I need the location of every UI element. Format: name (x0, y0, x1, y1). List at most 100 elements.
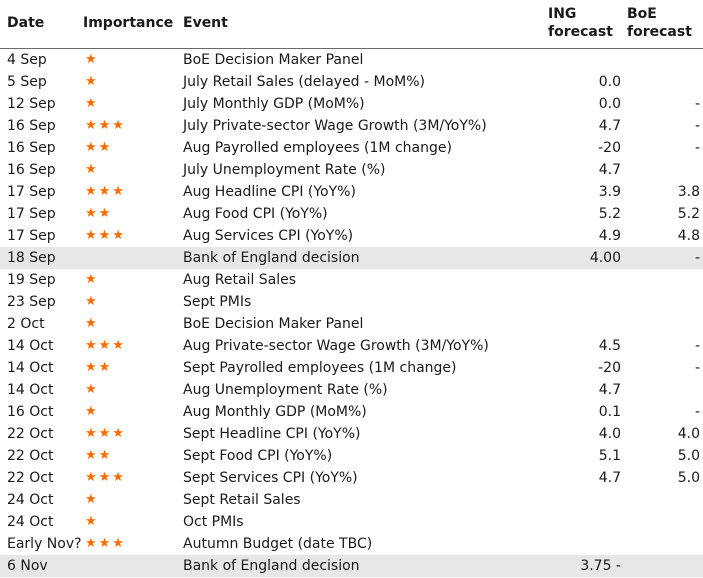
table-row: 17 Sep ★★ Aug Food CPI (YoY%) 5.2 5.2 (0, 203, 703, 225)
table-row: Early Nov? ★★★ Autumn Budget (date TBC) (0, 533, 703, 555)
row-date: 2 Oct (7, 316, 45, 332)
row-event: Sept Retail Sales (183, 492, 301, 508)
table-row: 4 Sep ★ BoE Decision Maker Panel (0, 49, 703, 71)
table-row: 16 Sep ★ July Unemployment Rate (%) 4.7 (0, 159, 703, 181)
importance-stars-icon: ★ (85, 74, 99, 89)
row-date: 22 Oct (7, 470, 54, 486)
row-event: Sept Payrolled employees (1M change) (183, 360, 457, 376)
row-ing-forecast: 5.2 (598, 206, 621, 222)
row-boe-forecast: 4.0 (677, 426, 700, 442)
row-date: 19 Sep (7, 272, 56, 288)
table-row: 19 Sep ★ Aug Retail Sales (0, 269, 703, 291)
row-ing-forecast: 4.0 (598, 426, 621, 442)
row-ing-forecast: 4.00 (589, 250, 621, 266)
row-event: Sept Services CPI (YoY%) (183, 470, 358, 486)
row-event: July Private-sector Wage Growth (3M/YoY%… (183, 118, 487, 134)
row-ing-forecast: 3.9 (598, 184, 621, 200)
row-ing-forecast: 0.1 (598, 404, 621, 420)
table-row: 16 Sep ★★★ July Private-sector Wage Growth… (0, 115, 703, 137)
table-row: 14 Oct ★ Aug Unemployment Rate (%) 4.7 (0, 379, 703, 401)
row-date: 24 Oct (7, 514, 54, 530)
row-date: 22 Oct (7, 426, 54, 442)
row-boe-forecast: 5.0 (677, 448, 700, 464)
header-boe-line1: BoE (627, 6, 657, 22)
importance-stars-icon: ★ (85, 382, 99, 397)
table-row: 24 Oct ★ Oct PMIs (0, 511, 703, 533)
row-ing-forecast: 5.1 (598, 448, 621, 464)
row-date: 23 Sep (7, 294, 56, 310)
importance-stars-icon: ★★★ (85, 426, 126, 441)
table-row: 17 Sep ★★★ Aug Headline CPI (YoY%) 3.9 3.8 (0, 181, 703, 203)
row-event: Aug Retail Sales (183, 272, 297, 288)
row-ing-forecast: 0.0 (598, 96, 621, 112)
row-boe-forecast: - (694, 250, 700, 266)
row-event: Sept Headline CPI (YoY%) (183, 426, 361, 442)
row-date: 16 Oct (7, 404, 54, 420)
row-boe-forecast: - (694, 404, 700, 420)
row-boe-forecast: 5.2 (677, 206, 700, 222)
table-row: 23 Sep ★ Sept PMIs (0, 291, 703, 313)
table-row: 17 Sep ★★★ Aug Services CPI (YoY%) 4.9 4.8 (0, 225, 703, 247)
table-row: 18 Sep Bank of England decision 4.00 - (0, 247, 703, 269)
header-boe-line2: forecast (627, 24, 692, 40)
importance-stars-icon: ★ (85, 294, 99, 309)
row-date: 16 Sep (7, 118, 56, 134)
importance-stars-icon: ★★ (85, 206, 113, 221)
row-event: Aug Monthly GDP (MoM%) (183, 404, 367, 420)
row-event: Aug Services CPI (YoY%) (183, 228, 354, 244)
table-row: 5 Sep ★ July Retail Sales (delayed - MoM%)… (0, 71, 703, 93)
row-event: Bank of England decision (183, 250, 360, 266)
row-boe-forecast: - (694, 96, 700, 112)
table-row: 22 Oct ★★★ Sept Services CPI (YoY%) 4.7 5.0 (0, 467, 703, 489)
importance-stars-icon: ★★★ (85, 118, 126, 133)
row-date: 5 Sep (7, 74, 47, 90)
header-ing-line1: ING (548, 6, 577, 22)
row-event: July Monthly GDP (MoM%) (183, 96, 365, 112)
row-date: 22 Oct (7, 448, 54, 464)
row-boe-forecast: - (694, 360, 700, 376)
row-date: 6 Nov (7, 558, 48, 574)
row-date: 12 Sep (7, 96, 56, 112)
row-date: Early Nov? (7, 536, 82, 552)
row-event: Aug Headline CPI (YoY%) (183, 184, 356, 200)
row-date: 14 Oct (7, 360, 54, 376)
importance-stars-icon: ★★★ (85, 228, 126, 243)
row-ing-forecast: 4.7 (598, 118, 621, 134)
row-event: July Retail Sales (delayed - MoM%) (183, 74, 426, 90)
row-date: 24 Oct (7, 492, 54, 508)
importance-stars-icon: ★★★ (85, 184, 126, 199)
table-row: 16 Oct ★ Aug Monthly GDP (MoM%) 0.1 - (0, 401, 703, 423)
row-event: Sept Food CPI (YoY%) (183, 448, 333, 464)
importance-stars-icon: ★ (85, 492, 99, 507)
row-ing-forecast: 4.7 (598, 162, 621, 178)
table-row: 14 Oct ★★★ Aug Private-sector Wage Growth … (0, 335, 703, 357)
header-ing-forecast: ING forecast (548, 5, 613, 41)
row-event: Aug Unemployment Rate (%) (183, 382, 388, 398)
importance-stars-icon: ★ (85, 52, 99, 67)
header-event: Event (183, 15, 228, 31)
row-date: 16 Sep (7, 140, 56, 156)
row-boe-forecast: - (694, 118, 700, 134)
row-ing-forecast: -20 (598, 140, 621, 156)
header-boe-forecast: BoE forecast (627, 5, 697, 41)
importance-stars-icon: ★★★ (85, 470, 126, 485)
row-event: Sept PMIs (183, 294, 252, 310)
table-body: 4 Sep ★ BoE Decision Maker Panel 5 Sep ★ July… (0, 49, 703, 577)
row-ing-forecast: 0.0 (598, 74, 621, 90)
row-event: Bank of England decision (183, 558, 360, 574)
row-event: Oct PMIs (183, 514, 244, 530)
table-row: 12 Sep ★ July Monthly GDP (MoM%) 0.0 - (0, 93, 703, 115)
importance-stars-icon: ★ (85, 514, 99, 529)
table-row: 14 Oct ★★ Sept Payrolled employees (1M cha… (0, 357, 703, 379)
importance-stars-icon: ★★★ (85, 536, 126, 551)
table-row: 6 Nov Bank of England decision 3.75 - (0, 555, 703, 577)
row-ing-forecast: 4.9 (598, 228, 621, 244)
row-event: Aug Payrolled employees (1M change) (183, 140, 452, 156)
row-date: 14 Oct (7, 382, 54, 398)
row-event: Aug Private-sector Wage Growth (3M/YoY%) (183, 338, 489, 354)
table-row: 22 Oct ★★★ Sept Headline CPI (YoY%) 4.0 4.0 (0, 423, 703, 445)
row-ing-forecast: 4.5 (598, 338, 621, 354)
importance-stars-icon: ★ (85, 272, 99, 287)
row-event: Autumn Budget (date TBC) (183, 536, 373, 552)
